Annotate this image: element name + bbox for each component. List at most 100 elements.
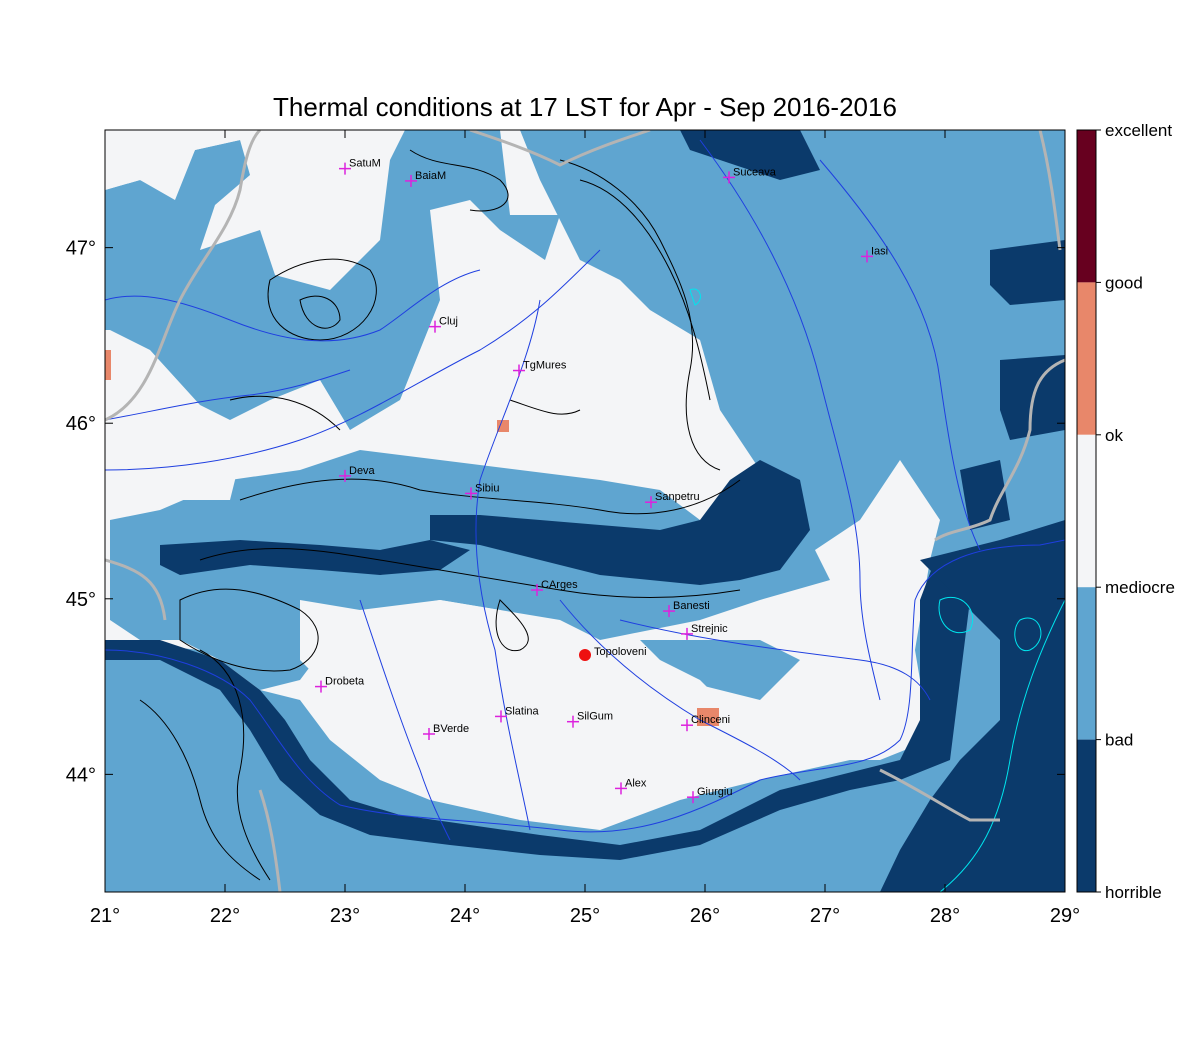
horrible-zone-danube-delta — [880, 520, 1065, 892]
city-label: BaiaM — [415, 170, 446, 182]
colorbar-label: ok — [1105, 426, 1123, 445]
x-tick-label: 23° — [330, 905, 360, 927]
city-label: Deva — [349, 465, 376, 477]
river-crisuri — [105, 369, 351, 421]
city-strejnic: Strejnic — [681, 623, 728, 640]
city-label: SilGum — [577, 711, 613, 723]
contour-line — [229, 395, 341, 431]
y-tick-label: 45° — [66, 589, 96, 611]
border-bulgaria-dobrogea — [879, 768, 1000, 822]
y-axis: 44° 45° 46° 47° — [66, 238, 1065, 786]
border-northeast — [1038, 130, 1062, 251]
horrible-zone-northeast-1 — [680, 130, 820, 180]
contour-line — [299, 295, 341, 329]
river-prut — [819, 159, 981, 551]
river-jiu — [359, 599, 451, 841]
city-markers: SatuM BaiaM Suceava Iasi Cluj TgMures Deva Sibi… — [315, 158, 888, 804]
city-banesti: Banesti — [663, 600, 710, 618]
city-label: Drobeta — [325, 676, 365, 688]
x-tick-label: 29° — [1050, 905, 1080, 927]
city-cluj: Cluj — [429, 316, 458, 333]
colorbar-label: excellent — [1105, 121, 1172, 140]
city-tgmures: TgMures — [513, 360, 567, 377]
colorbar-band-mediocre — [1077, 587, 1096, 740]
x-tick-label: 21° — [90, 905, 120, 927]
colorbar-label: bad — [1105, 731, 1133, 750]
city-sanpetru: Sanpetru — [645, 491, 700, 509]
horrible-zones — [105, 130, 1065, 892]
colorbar-band-ok — [1077, 434, 1096, 588]
river-somes — [105, 269, 481, 342]
city-label: Strejnic — [691, 623, 728, 635]
black-sea-coast — [939, 599, 1065, 892]
river-arges — [559, 599, 801, 781]
contour-line — [409, 149, 509, 212]
river-ialomita — [619, 619, 931, 701]
mediocre-zones — [105, 130, 760, 790]
horrible-zone-east-2 — [960, 460, 1010, 530]
colorbar-band-excellent — [1077, 130, 1096, 283]
mediocre-zone-transylvania — [430, 215, 650, 470]
rivers — [105, 139, 1065, 841]
city-label: TgMures — [523, 360, 567, 372]
contour-line — [509, 399, 581, 415]
topography-contours — [139, 149, 741, 881]
x-tick-label: 27° — [810, 905, 840, 927]
contour-line — [267, 258, 377, 341]
city-giurgiu: Giurgiu — [687, 786, 732, 804]
contour-line — [199, 547, 741, 598]
colorbar-label: mediocre — [1105, 578, 1175, 597]
x-axis: 21° 22° 23° 24° 25° 26° 27° 28° 29° — [90, 130, 1080, 927]
city-label: Slatina — [505, 705, 540, 717]
bad-zone-southwest — [105, 640, 880, 892]
city-label: Sibiu — [475, 482, 499, 494]
horrible-zone-danube-band — [105, 550, 970, 860]
city-satum: SatuM — [339, 158, 381, 175]
city-label: Iasi — [871, 245, 888, 257]
horrible-zone-carpathian-ridge — [430, 460, 810, 585]
city-label: SatuM — [349, 158, 381, 170]
city-label: Giurgiu — [697, 786, 732, 798]
border-serbia-bulgaria — [258, 789, 282, 892]
highlight-station: Topoloveni — [579, 646, 647, 661]
city-label: Sanpetru — [655, 491, 700, 503]
city-label: Clinceni — [691, 714, 730, 726]
city-bverde: BVerde — [423, 723, 469, 740]
river-olt — [475, 299, 541, 831]
delta-lake — [938, 596, 974, 634]
colorbar-frame — [1076, 129, 1097, 893]
map-plot-area — [105, 130, 1065, 892]
ok-spot-west — [105, 350, 111, 380]
x-tick-label: 22° — [210, 905, 240, 927]
map-title: Thermal conditions at 17 LST for Apr - S… — [273, 92, 897, 122]
contour-line — [199, 649, 271, 881]
x-tick-label: 26° — [690, 905, 720, 927]
x-tick-label: 28° — [930, 905, 960, 927]
river-danube — [105, 539, 1065, 833]
city-carges: CArges — [531, 579, 578, 597]
city-slatina: Slatina — [495, 705, 540, 723]
horrible-zone-southern-carpathians — [160, 540, 470, 575]
border-east — [934, 358, 1065, 542]
colorbar-band-good — [1077, 282, 1096, 435]
highlight-station-dot — [579, 648, 591, 661]
lake — [689, 288, 701, 306]
city-label: Banesti — [673, 600, 710, 612]
mediocre-zone-west — [105, 410, 240, 510]
y-tick-label: 44° — [66, 764, 96, 786]
colorbar-label: horrible — [1105, 883, 1162, 902]
contour-line — [139, 699, 261, 881]
city-deva: Deva — [339, 465, 376, 482]
ok-spot-central — [497, 420, 509, 432]
delta-lake — [1014, 617, 1042, 652]
contour-line — [495, 599, 529, 652]
colorbar-label: good — [1105, 273, 1143, 292]
city-suceava: Suceava — [723, 166, 777, 184]
colorbar-band-bad — [1077, 739, 1096, 892]
colorbar-labels: excellent good ok mediocre bad horrible — [1096, 121, 1175, 902]
horrible-zone-northeast-2 — [990, 240, 1065, 305]
river-mures — [105, 249, 601, 471]
contour-line — [239, 478, 741, 515]
lakes-and-coast — [689, 288, 1065, 892]
